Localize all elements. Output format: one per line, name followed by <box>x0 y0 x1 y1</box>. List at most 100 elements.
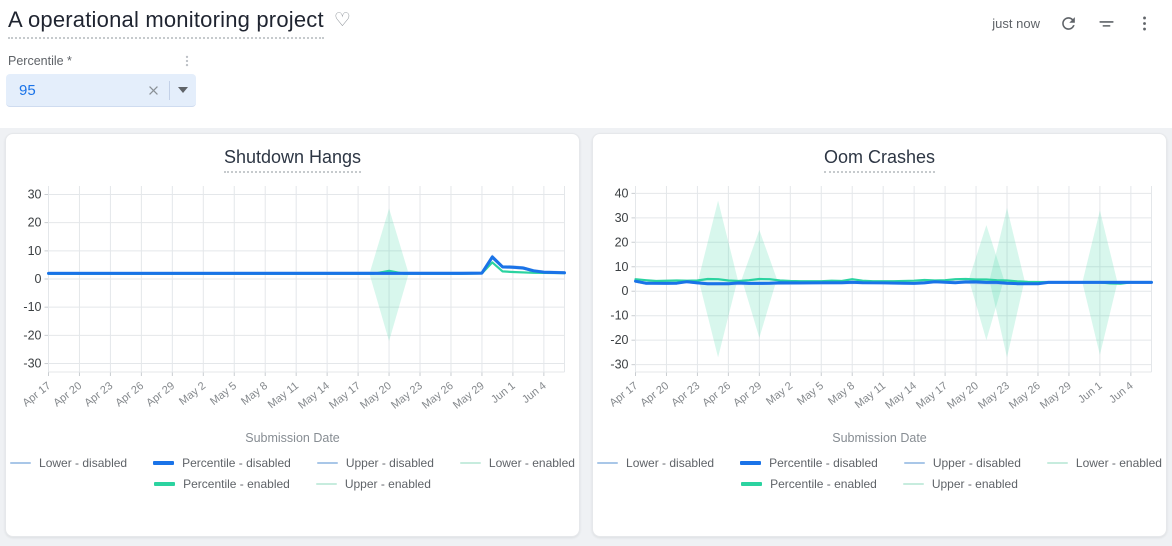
svg-text:Apr 17: Apr 17 <box>607 380 640 409</box>
svg-text:-30: -30 <box>610 358 628 372</box>
legend-swatch-icon <box>902 483 924 485</box>
svg-text:May 29: May 29 <box>451 380 487 412</box>
legend-label: Upper - disabled <box>345 456 434 470</box>
svg-text:May 23: May 23 <box>389 380 425 412</box>
svg-text:May 8: May 8 <box>826 380 857 408</box>
legend-label: Percentile - enabled <box>183 477 290 491</box>
svg-text:10: 10 <box>615 260 629 274</box>
svg-text:Jun 4: Jun 4 <box>1107 380 1136 406</box>
page-title[interactable]: A operational monitoring project <box>8 7 324 39</box>
x-axis-title: Submission Date <box>832 431 927 445</box>
svg-text:-10: -10 <box>610 309 628 323</box>
legend-label: Percentile - enabled <box>770 477 877 491</box>
svg-text:Apr 17: Apr 17 <box>20 380 53 409</box>
svg-text:-20: -20 <box>610 333 628 347</box>
more-menu-button[interactable] <box>1130 10 1158 36</box>
legend-swatch-icon <box>10 462 32 464</box>
svg-text:May 17: May 17 <box>327 380 363 412</box>
svg-text:May 17: May 17 <box>914 380 950 412</box>
percentile-value[interactable]: 95 <box>19 81 36 99</box>
legend-swatch-icon <box>153 461 175 465</box>
chart-card-oom-crashes: Oom Crashes 40 30 20 10 0 -10 -20 -30 Apr 17 Apr … <box>592 133 1167 537</box>
svg-text:-10: -10 <box>23 300 41 314</box>
dropdown-caret-icon[interactable] <box>178 87 188 93</box>
charts-board: Shutdown Hangs 30 20 10 0 -10 -20 -30 Apr 17 Apr… <box>0 128 1172 546</box>
svg-text:May 14: May 14 <box>883 380 919 412</box>
chart-legend: Lower - disabled Percentile - disabled Upp… <box>6 456 579 491</box>
svg-text:Apr 26: Apr 26 <box>700 380 733 409</box>
svg-text:Apr 23: Apr 23 <box>669 380 702 409</box>
svg-text:Apr 29: Apr 29 <box>144 380 177 409</box>
svg-text:May 5: May 5 <box>795 380 826 408</box>
legend-item: Lower - enabled <box>459 456 575 470</box>
legend-swatch-icon <box>597 462 619 464</box>
svg-text:May 11: May 11 <box>266 380 301 411</box>
svg-text:May 14: May 14 <box>296 380 332 412</box>
svg-text:Apr 20: Apr 20 <box>51 380 84 409</box>
x-axis-title: Submission Date <box>245 431 340 445</box>
legend-item: Lower - disabled <box>10 456 127 470</box>
legend-label: Upper - enabled <box>931 477 1018 491</box>
legend-label: Lower - enabled <box>1075 456 1162 470</box>
legend-label: Percentile - disabled <box>182 456 291 470</box>
svg-text:0: 0 <box>622 284 629 298</box>
chart-title: Shutdown Hangs <box>223 147 362 173</box>
legend-item: Lower - disabled <box>597 456 714 470</box>
legend-item: Upper - enabled <box>315 477 431 491</box>
legend-item: Percentile - disabled <box>153 456 291 470</box>
filter-icon <box>1098 20 1114 27</box>
legend-label: Lower - disabled <box>39 456 128 470</box>
legend-swatch-icon <box>1046 462 1068 464</box>
legend-swatch-icon <box>316 462 338 464</box>
refresh-button[interactable] <box>1054 10 1082 36</box>
legend-item: Percentile - enabled <box>741 477 877 491</box>
chart-legend: Lower - disabled Percentile - disabled Upp… <box>593 456 1166 491</box>
series-line <box>634 277 1153 285</box>
legend-item: Upper - enabled <box>902 477 1018 491</box>
series-line <box>634 279 1153 286</box>
legend-item: Upper - disabled <box>903 456 1021 470</box>
svg-text:May 11: May 11 <box>853 380 888 411</box>
last-refresh-text: just now <box>992 15 1040 31</box>
filter-button[interactable] <box>1092 10 1120 36</box>
legend-swatch-icon <box>315 483 337 485</box>
svg-text:20: 20 <box>28 216 42 230</box>
svg-text:Apr 23: Apr 23 <box>82 380 115 409</box>
chart-card-shutdown-hangs: Shutdown Hangs 30 20 10 0 -10 -20 -30 Apr 17 Apr… <box>5 133 580 537</box>
svg-text:May 2: May 2 <box>764 380 795 408</box>
filter-menu-icon[interactable] <box>180 54 194 68</box>
svg-text:May 20: May 20 <box>358 380 394 412</box>
svg-text:Apr 20: Apr 20 <box>638 380 671 409</box>
svg-text:May 26: May 26 <box>1007 380 1043 412</box>
svg-text:-20: -20 <box>23 328 41 342</box>
svg-text:May 29: May 29 <box>1038 380 1074 412</box>
svg-text:-30: -30 <box>23 357 41 371</box>
legend-swatch-icon <box>459 462 481 464</box>
svg-text:20: 20 <box>615 235 629 249</box>
legend-item: Percentile - enabled <box>154 477 290 491</box>
svg-text:40: 40 <box>615 186 629 200</box>
svg-text:Jun 1: Jun 1 <box>489 380 518 406</box>
svg-text:Apr 29: Apr 29 <box>731 380 764 409</box>
refresh-icon <box>1061 16 1075 30</box>
clear-filter-icon[interactable] <box>146 83 161 98</box>
svg-text:May 23: May 23 <box>976 380 1012 412</box>
svg-text:May 2: May 2 <box>177 380 208 408</box>
legend-swatch-icon <box>740 461 762 465</box>
svg-text:May 20: May 20 <box>945 380 981 412</box>
legend-swatch-icon <box>903 462 925 464</box>
legend-label: Percentile - disabled <box>769 456 878 470</box>
header: A operational monitoring project ♡ just … <box>0 0 1172 44</box>
favorite-heart-icon[interactable]: ♡ <box>333 9 351 31</box>
svg-text:30: 30 <box>28 187 42 201</box>
chart-title: Oom Crashes <box>823 147 936 173</box>
percentile-filter-chip[interactable]: 95 <box>6 74 196 107</box>
svg-text:May 8: May 8 <box>239 380 270 408</box>
filter-label: Percentile * <box>8 54 72 68</box>
legend-label: Upper - disabled <box>932 456 1021 470</box>
more-vert-icon <box>1142 16 1146 30</box>
legend-label: Upper - enabled <box>344 477 431 491</box>
legend-swatch-icon <box>154 482 176 486</box>
